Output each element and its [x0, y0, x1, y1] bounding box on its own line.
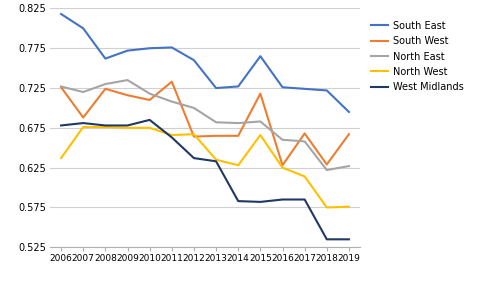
North East [324, 168, 330, 172]
North West [124, 126, 130, 130]
North West [346, 205, 352, 209]
South East [324, 89, 330, 92]
Line: West Midlands: West Midlands [61, 120, 349, 239]
North East [124, 78, 130, 82]
North West [258, 133, 264, 137]
South East [169, 46, 175, 49]
Line: South East: South East [61, 14, 349, 112]
South West [346, 133, 352, 136]
South East [58, 12, 64, 16]
South West [169, 80, 175, 83]
South East [280, 85, 285, 89]
North West [235, 164, 241, 167]
West Midlands [169, 136, 175, 139]
South East [258, 55, 264, 58]
West Midlands [124, 124, 130, 127]
North West [80, 125, 86, 129]
West Midlands [102, 124, 108, 127]
South West [280, 164, 285, 167]
West Midlands [58, 124, 64, 127]
North East [102, 82, 108, 86]
West Midlands [346, 238, 352, 241]
South West [80, 116, 86, 119]
North East [80, 90, 86, 94]
South West [258, 92, 264, 95]
North East [191, 106, 197, 110]
North East [280, 138, 285, 142]
Line: North West: North West [61, 127, 349, 207]
North West [213, 158, 219, 161]
West Midlands [235, 200, 241, 203]
North East [346, 164, 352, 168]
South West [235, 134, 241, 137]
South West [102, 87, 108, 90]
South West [58, 85, 64, 89]
South East [302, 87, 308, 90]
North East [213, 121, 219, 124]
West Midlands [302, 198, 308, 201]
North West [146, 126, 152, 130]
North East [258, 120, 264, 123]
Line: South West: South West [61, 82, 349, 165]
South East [346, 110, 352, 114]
South East [146, 47, 152, 50]
South East [235, 85, 241, 88]
North East [235, 121, 241, 125]
North East [169, 100, 175, 103]
South East [80, 27, 86, 30]
North East [58, 85, 64, 88]
West Midlands [80, 121, 86, 125]
West Midlands [146, 118, 152, 122]
South East [191, 58, 197, 62]
Legend: South East, South West, North East, North West, West Midlands: South East, South West, North East, Nort… [368, 18, 467, 95]
North West [58, 157, 64, 160]
South East [124, 49, 130, 52]
South East [213, 86, 219, 90]
West Midlands [280, 198, 285, 201]
North West [280, 166, 285, 169]
North West [302, 175, 308, 178]
North West [324, 206, 330, 209]
South West [324, 163, 330, 166]
West Midlands [213, 160, 219, 163]
West Midlands [324, 238, 330, 241]
West Midlands [258, 200, 264, 204]
South West [124, 94, 130, 97]
North West [169, 133, 175, 137]
West Midlands [191, 157, 197, 160]
South West [191, 135, 197, 138]
Line: North East: North East [61, 80, 349, 170]
North East [146, 92, 152, 95]
North West [191, 133, 197, 136]
South West [213, 134, 219, 137]
South East [102, 57, 108, 60]
South West [302, 132, 308, 135]
North West [102, 125, 108, 129]
South West [146, 98, 152, 102]
North East [302, 140, 308, 143]
